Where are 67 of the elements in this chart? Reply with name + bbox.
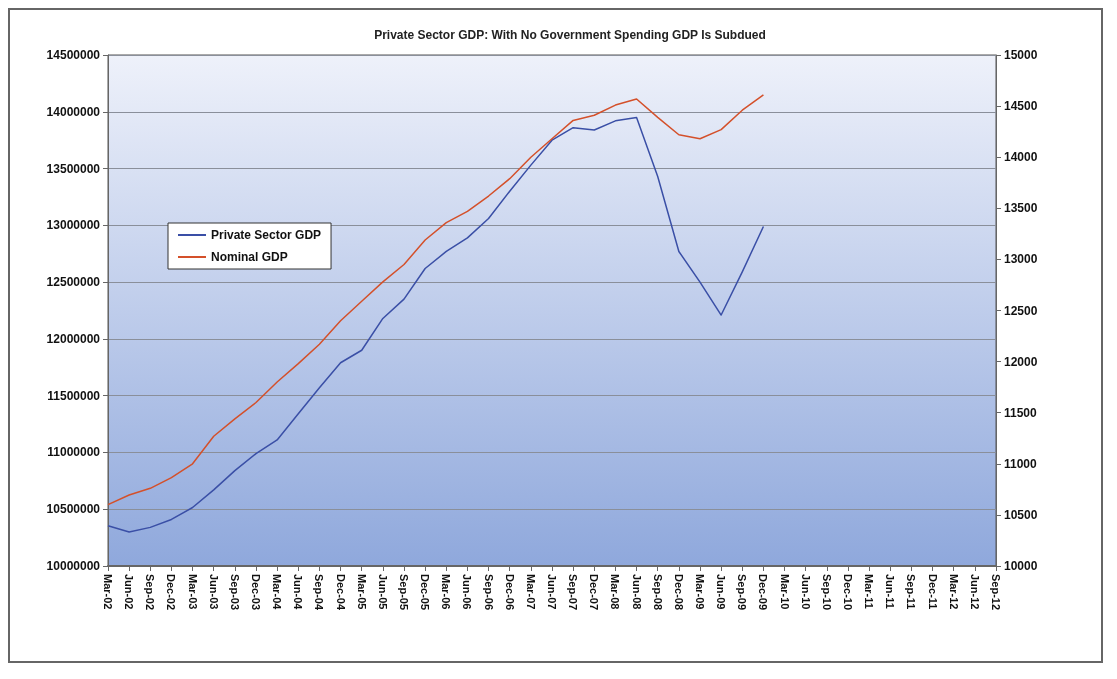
x-tick-label: Sep-11 [905,574,918,610]
x-tick-label: Dec-10 [842,574,854,611]
x-tick-label: Jun-07 [546,574,558,610]
x-tick-label: Jun-12 [968,574,981,610]
y-tick-label: 11000000 [47,445,101,460]
x-tick-label: Dec-04 [334,574,347,611]
y2-tick-label: 13000 [1004,252,1038,267]
x-tick-label: Sep-04 [313,574,326,611]
x-tick-label: Jun-08 [630,574,643,610]
x-tick-label: Dec-06 [503,574,516,611]
x-tick-label: Jun-10 [799,574,812,610]
x-tick-label: Sep-05 [398,574,410,611]
y-tick-label: 13500000 [46,161,101,176]
y-tick-label: 11500000 [47,388,101,403]
y-tick-label: 12000000 [46,331,101,346]
legend-label: Private Sector GDP [211,228,322,242]
x-tick-label: Sep-02 [144,574,157,611]
x-tick-label: Dec-03 [250,574,262,611]
x-tick-label: Dec-08 [672,574,685,611]
x-tick-label: Mar-11 [863,574,876,609]
y2-tick-label: 10500 [1004,507,1038,522]
x-tick-label: Sep-03 [228,574,241,611]
x-tick-label: Sep-09 [736,574,749,611]
x-tick-label: Sep-10 [820,574,833,611]
x-tick-label: Sep-08 [651,574,664,611]
x-tick-label: Mar-08 [609,574,622,610]
x-tick-label: Dec-07 [588,574,601,611]
y-tick-label: 10000000 [46,559,101,573]
x-tick-label: Dec-02 [165,574,178,611]
x-tick-label: Jun-04 [292,574,305,611]
x-tick-label: Mar-05 [355,574,368,610]
y2-tick-label: 13500 [1004,201,1038,216]
x-tick-label: Mar-03 [186,574,199,610]
x-tick-label: Mar-12 [947,574,960,610]
y-tick-label: 12500000 [46,275,101,290]
x-tick-label: Mar-02 [102,574,114,610]
x-tick-label: Dec-05 [419,574,432,611]
y-tick-label: 14000000 [46,104,101,119]
x-tick-label: Mar-04 [271,574,284,611]
x-tick-label: Dec-09 [757,574,770,611]
x-tick-label: Sep-07 [567,574,580,611]
y2-tick-label: 11000 [1004,456,1038,471]
x-tick-label: Mar-09 [694,574,706,610]
y-tick-label: 14500000 [46,48,101,62]
y2-tick-label: 12000 [1004,354,1038,369]
x-tick-label: Mar-07 [524,574,537,610]
chart-title: Private Sector GDP: With No Government Spending GDP Is Subdued [374,28,766,42]
x-tick-label: Sep-06 [482,574,495,611]
y2-tick-label: 12500 [1004,303,1038,318]
y2-tick-label: 15000 [1004,48,1038,62]
x-tick-label: Mar-06 [440,574,453,610]
x-tick-label: Jun-05 [376,574,389,610]
y2-tick-label: 14500 [1004,99,1038,114]
x-tick-label: Jun-11 [884,574,897,609]
x-tick-label: Dec-11 [926,574,939,610]
y2-tick-label: 10000 [1004,559,1038,573]
y2-tick-label: 11500 [1004,405,1038,420]
legend-label: Nominal GDP [211,250,288,264]
y2-tick-label: 14000 [1004,150,1038,165]
x-tick-label: Mar-10 [778,574,791,610]
y-tick-label: 13000000 [46,218,101,233]
x-tick-label: Jun-02 [123,574,136,610]
x-tick-label: Jun-06 [461,574,474,610]
x-tick-label: Jun-03 [207,574,220,610]
x-tick-label: Sep-12 [990,574,1002,611]
x-tick-label: Jun-09 [715,574,728,610]
y-tick-label: 10500000 [46,502,101,517]
